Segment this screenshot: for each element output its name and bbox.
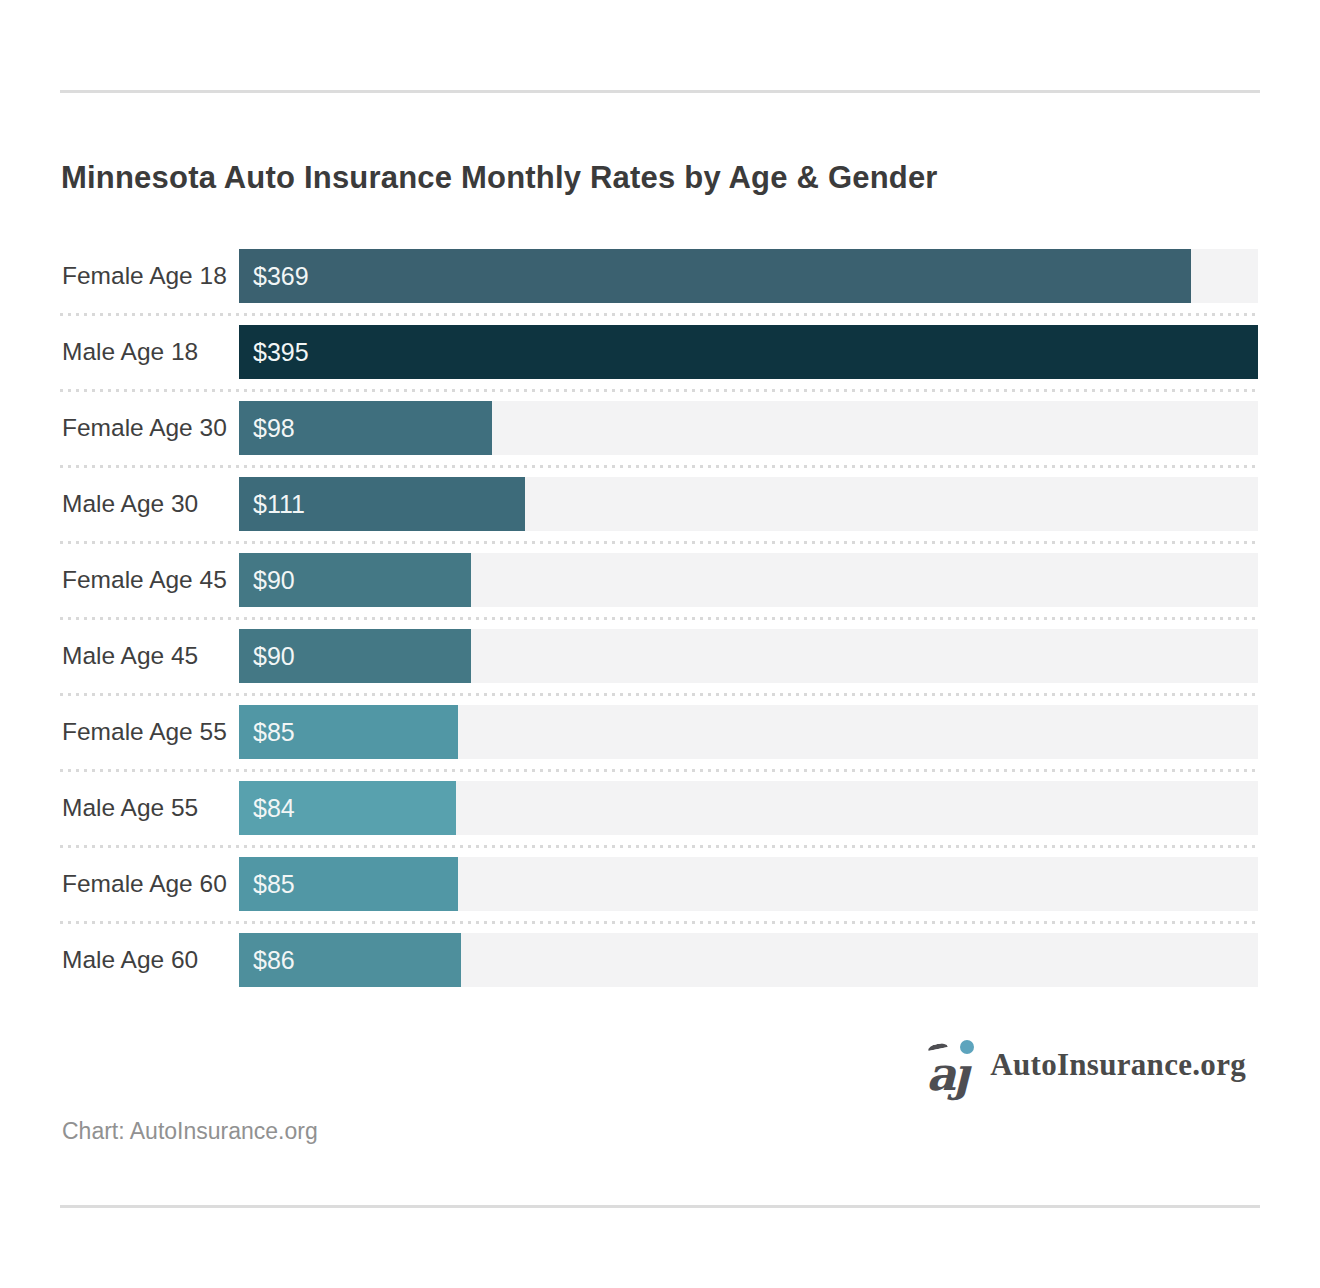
bar: $84	[239, 781, 456, 835]
bar-track: $86	[239, 933, 1258, 987]
row-label: Female Age 18	[62, 264, 239, 289]
bar-value: $84	[239, 794, 295, 823]
row-separator	[60, 693, 1258, 696]
bar: $395	[239, 325, 1258, 379]
bar-track: $395	[239, 325, 1258, 379]
row-label: Male Age 60	[62, 948, 239, 973]
chart-row: Female Age 18 $369	[62, 249, 1258, 303]
row-label: Female Age 60	[62, 872, 239, 897]
bar-track: $90	[239, 629, 1258, 683]
row-label: Female Age 45	[62, 568, 239, 593]
chart-page: Minnesota Auto Insurance Monthly Rates b…	[0, 0, 1320, 1288]
chart-row: Male Age 60 $86	[62, 933, 1258, 987]
row-label: Male Age 55	[62, 796, 239, 821]
chart-row: Female Age 30 $98	[62, 401, 1258, 455]
source-caption: Chart: AutoInsurance.org	[62, 1118, 318, 1145]
bar-value: $85	[239, 718, 295, 747]
logo-dot-icon	[960, 1040, 974, 1054]
row-separator	[60, 313, 1258, 316]
row-separator	[60, 617, 1258, 620]
bar-value: $369	[239, 262, 309, 291]
top-divider	[60, 90, 1260, 93]
row-label: Male Age 45	[62, 644, 239, 669]
bar: $369	[239, 249, 1191, 303]
chart-row: Female Age 45 $90	[62, 553, 1258, 607]
bar-track: $90	[239, 553, 1258, 607]
brand-logo: aȷ AutoInsurance.org	[926, 1036, 1246, 1094]
row-label: Male Age 18	[62, 340, 239, 365]
row-label: Male Age 30	[62, 492, 239, 517]
bar-chart: Female Age 18 $369 Male Age 18 $395 Fema…	[62, 249, 1258, 1009]
chart-row: Male Age 45 $90	[62, 629, 1258, 683]
row-separator	[60, 921, 1258, 924]
bottom-divider	[60, 1205, 1260, 1208]
bar: $111	[239, 477, 525, 531]
bar: $85	[239, 857, 458, 911]
logo-text: AutoInsurance.org	[990, 1047, 1246, 1083]
row-label: Female Age 55	[62, 720, 239, 745]
row-separator	[60, 465, 1258, 468]
bar: $90	[239, 553, 471, 607]
aj-monogram-icon: aȷ	[926, 1036, 978, 1094]
bar-track: $85	[239, 857, 1258, 911]
logo-letters: aȷ	[926, 1049, 966, 1100]
chart-row: Male Age 55 $84	[62, 781, 1258, 835]
bar-track: $84	[239, 781, 1258, 835]
bar-track: $111	[239, 477, 1258, 531]
chart-row: Male Age 18 $395	[62, 325, 1258, 379]
bar-value: $90	[239, 642, 295, 671]
bar-track: $85	[239, 705, 1258, 759]
bar-value: $90	[239, 566, 295, 595]
row-separator	[60, 845, 1258, 848]
bar-value: $395	[239, 338, 309, 367]
bar: $90	[239, 629, 471, 683]
row-separator	[60, 389, 1258, 392]
row-separator	[60, 541, 1258, 544]
chart-row: Male Age 30 $111	[62, 477, 1258, 531]
bar: $98	[239, 401, 492, 455]
bar-value: $86	[239, 946, 295, 975]
page-title: Minnesota Auto Insurance Monthly Rates b…	[61, 160, 938, 196]
row-label: Female Age 30	[62, 416, 239, 441]
bar: $86	[239, 933, 461, 987]
bar-track: $98	[239, 401, 1258, 455]
bar-track: $369	[239, 249, 1258, 303]
bar: $85	[239, 705, 458, 759]
chart-row: Female Age 60 $85	[62, 857, 1258, 911]
bar-value: $111	[239, 490, 305, 519]
bar-value: $98	[239, 414, 295, 443]
chart-row: Female Age 55 $85	[62, 705, 1258, 759]
row-separator	[60, 769, 1258, 772]
bar-value: $85	[239, 870, 295, 899]
